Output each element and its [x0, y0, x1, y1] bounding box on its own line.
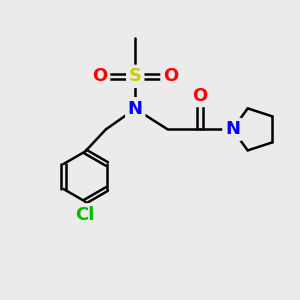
- Text: N: N: [128, 100, 143, 118]
- Text: S: S: [129, 68, 142, 85]
- Text: O: O: [92, 68, 108, 85]
- Text: O: O: [192, 86, 208, 104]
- Text: Cl: Cl: [76, 206, 95, 224]
- Text: O: O: [163, 68, 178, 85]
- Text: N: N: [225, 120, 240, 138]
